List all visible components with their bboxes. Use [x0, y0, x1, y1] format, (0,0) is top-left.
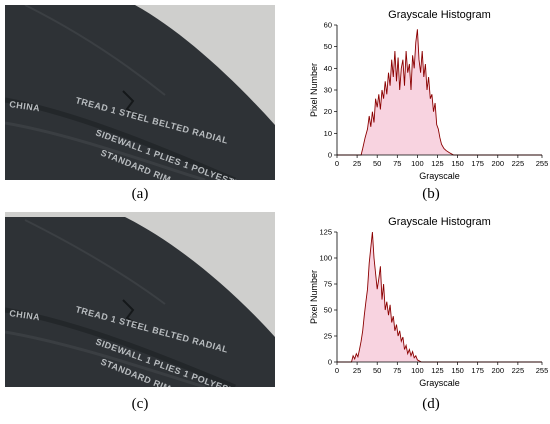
tire-photo-a: TREAD 1 STEEL BELTED RADIAL SIDEWALL 1 P…: [5, 5, 275, 180]
y-axis-label: Pixel Number: [309, 63, 319, 117]
y-tick-label: 30: [324, 86, 332, 95]
x-tick-label: 150: [451, 366, 464, 375]
x-tick-label: 225: [512, 366, 525, 375]
y-tick-label: 50: [324, 42, 332, 51]
histogram-b: Grayscale Histogram 0 25 50 75 100 125 150 175 20…: [300, 5, 548, 200]
caption-b: (b): [422, 186, 440, 202]
tire-photo-c: TREAD 1 STEEL BELTED RADIAL SIDEWALL 1 P…: [5, 212, 275, 387]
caption-a: (a): [131, 186, 149, 202]
x-tick-label: 75: [393, 159, 401, 168]
histogram-d: Grayscale Histogram 0 25 50 75 100 125 150 175 20…: [300, 212, 548, 407]
y-tick-label: 50: [324, 306, 332, 315]
x-tick-label: 255: [536, 366, 549, 375]
x-tick-label: 175: [471, 159, 484, 168]
x-tick-label: 75: [393, 366, 401, 375]
x-tick-label: 100: [411, 159, 424, 168]
y-tick-label: 25: [324, 332, 332, 341]
y-tick-label: 75: [324, 280, 332, 289]
x-tick-label: 125: [431, 366, 444, 375]
x-tick-label: 125: [431, 159, 444, 168]
x-tick-label: 225: [512, 159, 525, 168]
tire-text-line-4: CHINA: [9, 308, 41, 322]
histogram-area: [337, 29, 542, 155]
histogram-line: [337, 29, 542, 156]
y-tick-label: 0: [328, 358, 332, 367]
x-tick-label: 25: [353, 366, 361, 375]
y-tick-label: 10: [324, 129, 332, 138]
chart-title: Grayscale Histogram: [388, 216, 491, 228]
x-tick-label: 0: [335, 159, 339, 168]
x-axis-label: Grayscale: [419, 378, 460, 388]
x-axis-label: Grayscale: [419, 171, 460, 181]
x-tick-label: 255: [536, 159, 549, 168]
x-tick-label: 50: [373, 366, 381, 375]
histogram-area: [337, 232, 542, 362]
y-tick-label: 100: [319, 254, 332, 263]
x-tick-label: 150: [451, 159, 464, 168]
x-tick-label: 100: [411, 366, 424, 375]
x-tick-label: 200: [492, 366, 505, 375]
y-tick-label: 40: [324, 64, 332, 73]
caption-d: (d): [422, 396, 440, 412]
x-tick-label: 50: [373, 159, 381, 168]
y-tick-label: 20: [324, 107, 332, 116]
x-tick-label: 175: [471, 366, 484, 375]
x-tick-label: 25: [353, 159, 361, 168]
y-tick-label: 60: [324, 21, 332, 30]
y-tick-label: 0: [328, 151, 332, 160]
tire-text-line-4: CHINA: [9, 99, 41, 113]
x-tick-label: 0: [335, 366, 339, 375]
y-axis-label: Pixel Number: [309, 270, 319, 324]
chart-title: Grayscale Histogram: [388, 9, 491, 21]
y-tick-label: 125: [319, 228, 332, 237]
caption-c: (c): [131, 396, 149, 412]
histogram-line: [337, 231, 542, 363]
x-tick-label: 200: [492, 159, 505, 168]
